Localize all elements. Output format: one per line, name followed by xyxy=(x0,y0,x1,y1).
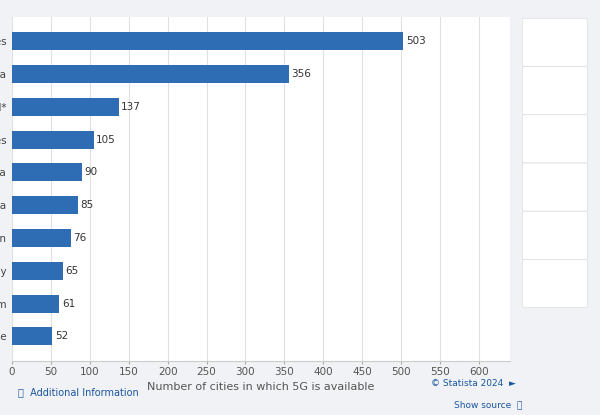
Bar xyxy=(12,262,62,280)
Text: 90: 90 xyxy=(85,167,97,178)
Text: 76: 76 xyxy=(73,233,87,243)
Text: 137: 137 xyxy=(121,102,141,112)
FancyBboxPatch shape xyxy=(522,66,588,115)
Text: ⓘ  Additional Information: ⓘ Additional Information xyxy=(18,387,139,397)
FancyBboxPatch shape xyxy=(522,163,588,211)
Text: 503: 503 xyxy=(406,36,425,46)
Text: 52: 52 xyxy=(55,331,68,342)
Text: 85: 85 xyxy=(80,200,94,210)
Bar xyxy=(12,32,403,50)
Text: 105: 105 xyxy=(96,134,116,145)
Bar xyxy=(12,295,59,312)
Text: 65: 65 xyxy=(65,266,78,276)
Bar xyxy=(12,65,289,83)
Text: 356: 356 xyxy=(292,69,311,79)
Bar xyxy=(12,164,82,181)
Bar xyxy=(12,327,52,345)
X-axis label: Number of cities in which 5G is available: Number of cities in which 5G is availabl… xyxy=(148,382,374,392)
Bar xyxy=(12,196,78,214)
Text: 61: 61 xyxy=(62,298,75,309)
Bar xyxy=(12,131,94,149)
Bar xyxy=(12,98,119,116)
FancyBboxPatch shape xyxy=(522,115,588,163)
FancyBboxPatch shape xyxy=(522,18,588,66)
Bar xyxy=(12,229,71,247)
Text: © Statista 2024  ►: © Statista 2024 ► xyxy=(431,379,516,388)
Text: Show source  ⓘ: Show source ⓘ xyxy=(454,400,523,409)
FancyBboxPatch shape xyxy=(522,211,588,259)
FancyBboxPatch shape xyxy=(522,259,588,308)
